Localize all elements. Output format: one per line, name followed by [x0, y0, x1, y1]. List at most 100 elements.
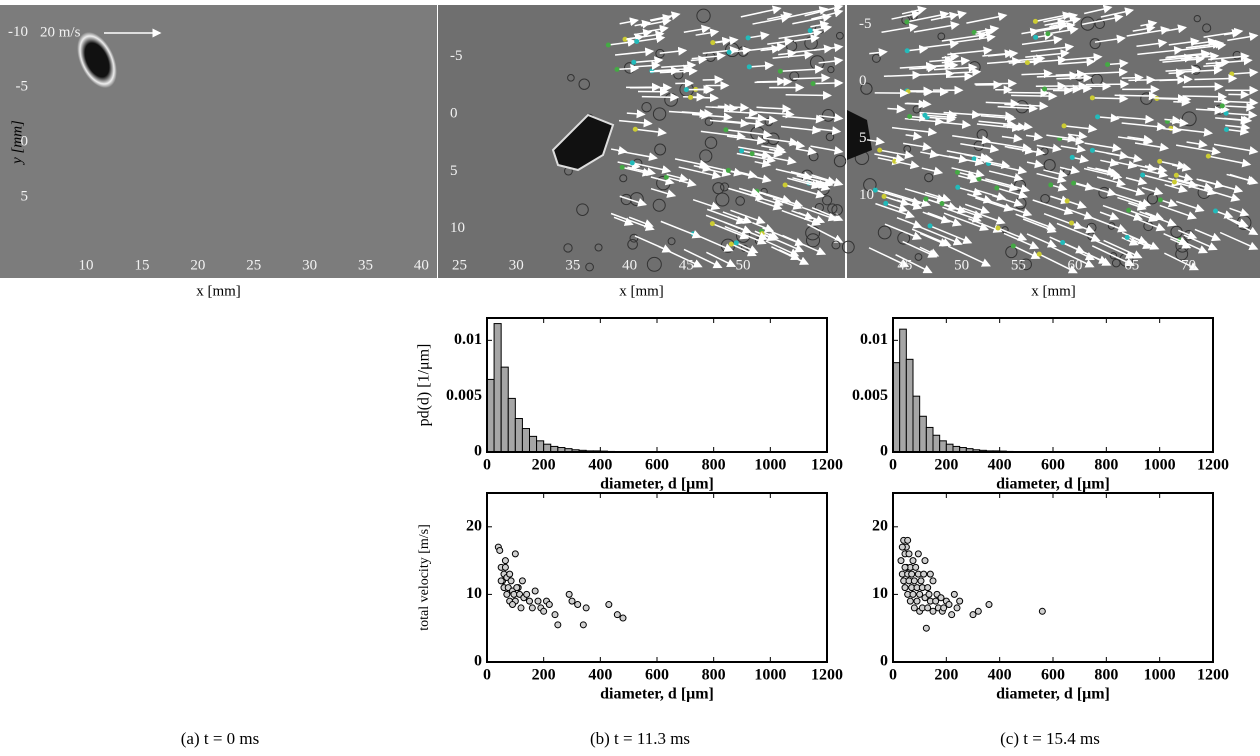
point [501, 557, 509, 565]
bar [925, 426, 934, 453]
velocity-vector [752, 14, 791, 25]
velocity-vector [793, 34, 820, 44]
particle-marker [883, 200, 889, 206]
velocity-vector [1117, 196, 1148, 209]
particle-marker [1213, 208, 1219, 214]
particle-marker [954, 169, 960, 175]
velocity-vector [1032, 199, 1074, 216]
particle-marker [994, 185, 1000, 191]
x-tick-label: 35 [565, 257, 580, 273]
particle-marker [710, 40, 716, 46]
velocity-vector [1213, 143, 1259, 155]
particle-marker [1157, 158, 1163, 164]
velocity-vector [1066, 200, 1087, 210]
y-tick-label: 0.01 [454, 331, 482, 348]
point [920, 570, 928, 578]
x-tick-label: 40 [414, 257, 429, 273]
velocity-vector [702, 45, 740, 55]
velocity-vector [941, 31, 988, 42]
particle-marker [1219, 103, 1225, 109]
point [908, 570, 916, 578]
velocity-vector [904, 187, 947, 203]
particle-marker [892, 158, 898, 164]
particle-marker [904, 48, 910, 54]
velocity-vector [760, 44, 781, 54]
particle-ring [641, 102, 652, 113]
x-tick-label: 400 [588, 667, 612, 684]
velocity-vector [1185, 39, 1225, 49]
velocity-vector [724, 225, 767, 245]
velocity-vector [1102, 204, 1144, 221]
particle-marker [976, 176, 982, 182]
point [554, 621, 562, 629]
particle-marker [629, 160, 635, 166]
annotation: 20 m/s [40, 24, 81, 40]
velocity-vector [907, 44, 929, 54]
velocity-vector [982, 49, 1014, 59]
particle-ring [627, 239, 638, 250]
x-tick-label: 35 [358, 257, 373, 273]
velocity-vector [807, 223, 844, 243]
particle-marker [1036, 251, 1042, 257]
velocity-vector [1208, 189, 1241, 202]
x-tick-label: 50 [735, 257, 750, 273]
x-tick-label: 40 [622, 257, 637, 273]
particle-marker [1060, 239, 1066, 245]
velocity-vector [1162, 54, 1205, 64]
x-axis-label: x [mm] [619, 283, 664, 299]
particle-marker [1126, 207, 1132, 213]
point [937, 594, 945, 602]
point [905, 550, 913, 558]
velocity-vector [690, 93, 719, 103]
bar [529, 435, 538, 453]
velocity-vector [711, 103, 734, 113]
x-tick-label: 800 [1094, 667, 1118, 684]
particle-ring [937, 32, 946, 41]
velocity-vector [1205, 58, 1231, 68]
y-tick-label: 0 [880, 443, 888, 460]
velocity-vector [917, 225, 963, 246]
velocity-vector [1066, 208, 1094, 220]
velocity-vector [913, 21, 960, 33]
velocity-vector [960, 143, 1000, 154]
point [974, 607, 982, 615]
velocity-vector [768, 146, 787, 156]
velocity-vector [761, 232, 805, 253]
velocity-vector [1036, 172, 1067, 184]
particle-marker [1069, 220, 1075, 226]
x-tick-label: 800 [702, 457, 726, 474]
particle-ring [1043, 159, 1056, 172]
velocity-vector [1051, 246, 1095, 268]
x-tick-label: 1200 [811, 667, 843, 684]
x-tick-label: 70 [1181, 257, 1196, 273]
particle-marker [739, 148, 745, 154]
particle-marker [614, 66, 620, 72]
particle-ring [831, 240, 841, 250]
velocity-vector [700, 130, 747, 141]
velocity-vector [793, 73, 831, 83]
x-tick-label: 1000 [1144, 457, 1176, 474]
x-tick-label: 0 [483, 667, 491, 684]
y-tick-label: -10 [8, 24, 28, 40]
velocity-vector [1177, 229, 1198, 240]
velocity-vector [785, 90, 833, 100]
velocity-vector [1043, 213, 1084, 230]
y-tick-label: -5 [16, 79, 29, 95]
velocity-vector [875, 202, 915, 219]
velocity-vector [804, 3, 844, 17]
velocity-vector [952, 135, 991, 145]
velocity-vector [1013, 245, 1041, 260]
velocity-vector [626, 109, 646, 119]
velocity-vector [902, 240, 938, 258]
particle-ring [841, 240, 855, 254]
velocity-vector [740, 5, 782, 18]
y-tick-label: 5 [21, 188, 29, 204]
y-axis-label: y [mm] [9, 120, 25, 166]
particle-marker [872, 187, 878, 193]
point [929, 607, 937, 615]
velocity-vector [633, 28, 653, 38]
point [898, 543, 906, 551]
velocity-vector [1229, 207, 1250, 217]
particle-ring [578, 78, 590, 90]
velocity-vector [813, 43, 844, 53]
